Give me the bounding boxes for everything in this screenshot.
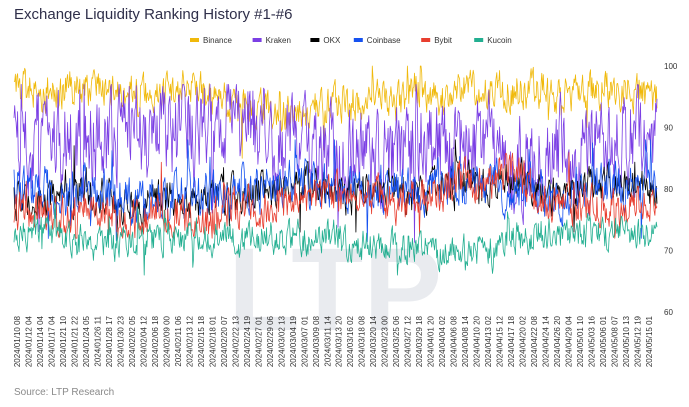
- source-note: Source: LTP Research: [14, 387, 115, 398]
- x-tick-label: 2024/03/11 14: [323, 315, 332, 366]
- series-line-kucoin: [13, 202, 658, 276]
- x-tick-label: 2024/02/06 18: [151, 315, 160, 367]
- x-axis: 2024/01/10 08 2024/01/12 04 2024/01/14 04 2…: [13, 315, 654, 367]
- x-tick-label: 2024/05/03 16: [588, 315, 597, 367]
- legend-swatch-kraken: [252, 38, 262, 42]
- x-tick-label: 2024/03/25 06: [392, 315, 401, 367]
- x-tick-label: 2024/04/24 14: [542, 315, 551, 367]
- legend-swatch-coinbase: [353, 38, 363, 42]
- series-layer: [13, 65, 658, 276]
- x-tick-label: 2024/02/29 06: [266, 315, 275, 367]
- y-tick-label: 60: [664, 308, 673, 317]
- x-tick-label: 2024/01/30 23: [116, 315, 125, 367]
- legend-label-okx: OKX: [323, 36, 341, 45]
- x-tick-label: 2024/01/21 22: [70, 315, 79, 367]
- x-tick-label: 2024/04/06 08: [450, 315, 459, 367]
- x-tick-label: 2024/01/24 05: [82, 315, 91, 367]
- legend-label-binance: Binance: [203, 36, 232, 45]
- y-tick-label: 70: [664, 247, 673, 256]
- x-tick-label: 2024/02/04 12: [139, 315, 148, 367]
- x-tick-label: 2024/04/22 08: [530, 315, 539, 367]
- x-tick-label: 2024/05/08 07: [611, 315, 620, 367]
- y-tick-label: 100: [664, 62, 678, 71]
- series-line-binance: [13, 65, 658, 159]
- legend: Binance Kraken OKX Coinbase Bybit Kucoin: [190, 36, 512, 45]
- x-tick-label: 2024/02/22 13: [231, 315, 240, 367]
- x-tick-label: 2024/04/26 20: [553, 315, 562, 367]
- x-tick-label: 2024/02/27 01: [254, 315, 263, 367]
- x-tick-label: 2024/05/12 19: [634, 315, 643, 367]
- x-tick-label: 2024/01/10 08: [13, 315, 22, 367]
- x-tick-label: 2024/01/28 17: [105, 315, 114, 367]
- x-tick-label: 2024/03/07 01: [300, 315, 309, 367]
- legend-label-bybit: Bybit: [434, 36, 453, 45]
- x-tick-label: 2024/03/04 19: [289, 315, 298, 367]
- x-tick-label: 2024/04/20 02: [519, 315, 528, 367]
- y-axis: 60 70 80 90 100: [664, 62, 678, 317]
- x-tick-label: 2024/01/14 04: [36, 315, 45, 367]
- x-tick-label: 2024/04/17 18: [507, 315, 516, 367]
- x-tick-label: 2024/05/15 01: [645, 315, 654, 367]
- x-tick-label: 2024/03/23 00: [381, 315, 390, 367]
- x-tick-label: 2024/03/16 02: [346, 315, 355, 367]
- x-tick-label: 2024/03/20 14: [369, 315, 378, 367]
- x-tick-label: 2024/02/18 01: [208, 315, 217, 367]
- legend-swatch-okx: [310, 38, 320, 42]
- x-tick-label: 2024/03/18 08: [358, 315, 367, 367]
- x-tick-label: 2024/03/02 13: [277, 315, 286, 367]
- x-tick-label: 2024/01/21 10: [59, 315, 68, 367]
- x-tick-label: 2024/02/20 07: [220, 315, 229, 367]
- x-tick-label: 2024/05/01 10: [576, 315, 585, 367]
- x-tick-label: 2024/04/15 12: [496, 315, 505, 367]
- series-line-bybit: [13, 152, 658, 239]
- x-tick-label: 2024/05/06 01: [599, 315, 608, 367]
- legend-label-coinbase: Coinbase: [367, 36, 401, 45]
- x-tick-label: 2024/04/08 14: [461, 315, 470, 367]
- x-tick-label: 2024/03/09 08: [312, 315, 321, 367]
- chart-title: Exchange Liquidity Ranking History #1-#6: [14, 6, 293, 23]
- x-tick-label: 2024/03/27 12: [404, 315, 413, 367]
- x-tick-label: 2024/02/11 06: [174, 315, 183, 366]
- legend-swatch-binance: [190, 38, 199, 42]
- legend-swatch-kucoin: [474, 38, 484, 42]
- x-tick-label: 2024/04/10 20: [473, 315, 482, 367]
- x-tick-label: 2024/01/17 04: [47, 315, 56, 367]
- x-tick-label: 2024/02/09 00: [162, 315, 171, 367]
- x-tick-label: 2024/04/04 02: [438, 315, 447, 367]
- x-tick-label: 2024/04/13 02: [484, 315, 493, 367]
- legend-label-kraken: Kraken: [266, 36, 291, 45]
- y-tick-label: 80: [664, 185, 673, 194]
- legend-label-kucoin: Kucoin: [487, 36, 511, 45]
- x-tick-label: 2024/05/10 13: [622, 315, 631, 367]
- x-tick-label: 2024/03/29 18: [415, 315, 424, 367]
- y-tick-label: 90: [664, 124, 673, 133]
- x-tick-label: 2024/04/01 20: [427, 315, 436, 367]
- ltp-watermark: LTP: [228, 224, 442, 356]
- x-tick-label: 2024/02/15 18: [197, 315, 206, 367]
- watermark-text: LTP: [228, 224, 442, 356]
- x-tick-label: 2024/01/12 04: [24, 315, 33, 367]
- x-tick-label: 2024/01/26 11: [93, 315, 102, 366]
- x-tick-label: 2024/02/24 19: [243, 315, 252, 367]
- x-tick-label: 2024/04/29 04: [565, 315, 574, 367]
- legend-swatch-bybit: [421, 38, 431, 42]
- x-tick-label: 2024/02/02 05: [128, 315, 137, 367]
- x-tick-label: 2024/03/13 20: [335, 315, 344, 367]
- x-tick-label: 2024/02/13 12: [185, 315, 194, 367]
